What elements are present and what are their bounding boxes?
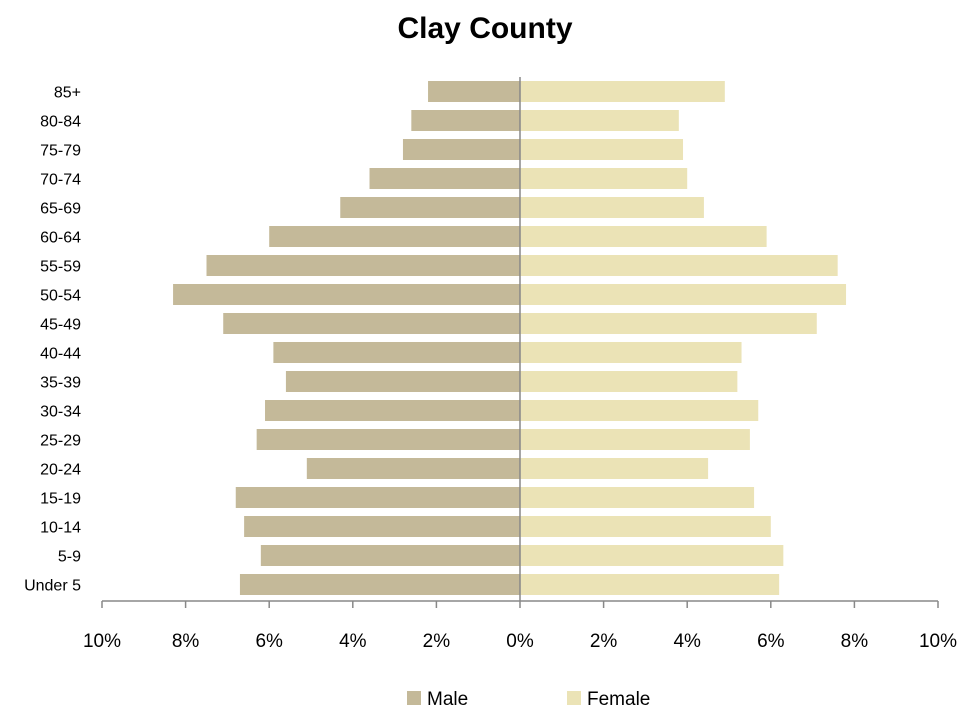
bar-female-8 bbox=[520, 313, 817, 334]
category-label-6: 55-59 bbox=[40, 259, 81, 276]
category-label-9: 40-44 bbox=[40, 346, 81, 363]
bar-male-17 bbox=[239, 574, 520, 595]
category-label-4: 65-69 bbox=[40, 201, 81, 218]
bar-female-11 bbox=[520, 400, 759, 421]
bar-female-16 bbox=[520, 545, 784, 566]
legend: Male Female bbox=[407, 689, 650, 710]
bars-group bbox=[173, 81, 847, 595]
bar-female-5 bbox=[520, 226, 767, 247]
category-label-3: 70-74 bbox=[40, 172, 81, 189]
x-tick-label-2: 6% bbox=[255, 631, 283, 652]
x-tick-label-5: 0% bbox=[506, 631, 534, 652]
bar-male-2 bbox=[402, 139, 520, 160]
bar-female-7 bbox=[520, 284, 847, 305]
bar-male-6 bbox=[206, 255, 520, 276]
category-label-2: 75-79 bbox=[40, 143, 81, 160]
bar-female-12 bbox=[520, 429, 750, 450]
bar-male-3 bbox=[369, 168, 520, 189]
bar-male-0 bbox=[428, 81, 520, 102]
bar-female-4 bbox=[520, 197, 704, 218]
x-tick-label-3: 4% bbox=[339, 631, 367, 652]
bar-male-11 bbox=[265, 400, 520, 421]
bar-male-8 bbox=[223, 313, 520, 334]
bar-male-9 bbox=[273, 342, 520, 363]
x-tick-label-7: 4% bbox=[673, 631, 701, 652]
category-label-13: 20-24 bbox=[40, 462, 81, 479]
bar-female-6 bbox=[520, 255, 838, 276]
legend-label-male: Male bbox=[427, 689, 468, 710]
legend-label-female: Female bbox=[587, 689, 650, 710]
bar-female-9 bbox=[520, 342, 742, 363]
x-tick-label-8: 6% bbox=[757, 631, 785, 652]
category-labels: 85+ 80-84 75-79 70-74 65-69 60-64 55-59 50-54 45… bbox=[24, 85, 81, 595]
bar-male-12 bbox=[256, 429, 520, 450]
category-label-8: 45-49 bbox=[40, 317, 81, 334]
bar-female-0 bbox=[520, 81, 725, 102]
bar-male-1 bbox=[411, 110, 520, 131]
legend-swatch-female bbox=[567, 691, 581, 705]
bar-male-10 bbox=[285, 371, 520, 392]
bar-male-15 bbox=[244, 516, 520, 537]
bar-male-7 bbox=[173, 284, 520, 305]
category-label-0: 85+ bbox=[54, 85, 81, 102]
x-tick-label-9: 8% bbox=[841, 631, 869, 652]
category-label-5: 60-64 bbox=[40, 230, 81, 247]
bar-male-5 bbox=[269, 226, 520, 247]
category-label-17: Under 5 bbox=[24, 578, 81, 595]
legend-swatch-male bbox=[407, 691, 421, 705]
bar-male-16 bbox=[260, 545, 520, 566]
bar-female-15 bbox=[520, 516, 771, 537]
x-tick-label-1: 8% bbox=[172, 631, 200, 652]
x-tick-label-6: 2% bbox=[590, 631, 618, 652]
category-label-16: 5-9 bbox=[58, 549, 81, 566]
category-label-11: 30-34 bbox=[40, 404, 81, 421]
x-tick-label-10: 10% bbox=[919, 631, 957, 652]
chart-title: Clay County bbox=[397, 12, 572, 45]
category-label-12: 25-29 bbox=[40, 433, 81, 450]
bar-female-13 bbox=[520, 458, 709, 479]
category-label-10: 35-39 bbox=[40, 375, 81, 392]
category-label-14: 15-19 bbox=[40, 491, 81, 508]
x-axis: 10% 8% 6% 4% 2% 0% 2% 4% 6% 8% 10% bbox=[83, 77, 957, 652]
bar-male-14 bbox=[235, 487, 520, 508]
bar-female-1 bbox=[520, 110, 679, 131]
bar-female-3 bbox=[520, 168, 688, 189]
bar-female-10 bbox=[520, 371, 738, 392]
bar-female-17 bbox=[520, 574, 780, 595]
x-tick-label-4: 2% bbox=[423, 631, 451, 652]
category-label-15: 10-14 bbox=[40, 520, 81, 537]
category-label-1: 80-84 bbox=[40, 114, 81, 131]
bar-male-4 bbox=[340, 197, 520, 218]
bar-female-14 bbox=[520, 487, 755, 508]
x-tick-label-0: 10% bbox=[83, 631, 121, 652]
bar-male-13 bbox=[306, 458, 520, 479]
category-label-7: 50-54 bbox=[40, 288, 81, 305]
bar-female-2 bbox=[520, 139, 684, 160]
